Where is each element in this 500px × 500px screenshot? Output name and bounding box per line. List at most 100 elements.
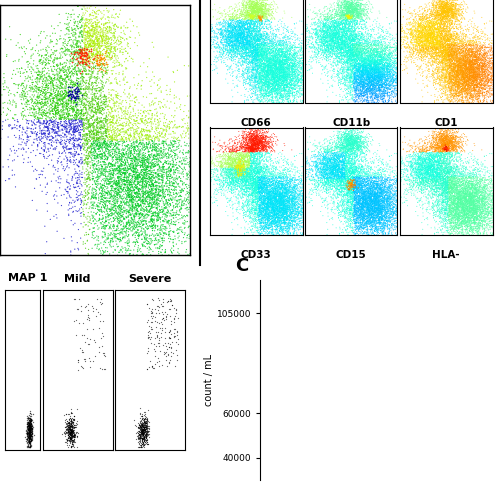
Point — [457, 164, 465, 172]
Point — [422, 36, 430, 44]
Point — [318, 24, 326, 32]
Point — [26, 425, 34, 433]
Point — [476, 210, 484, 218]
Point — [459, 74, 467, 82]
Point — [268, 72, 276, 80]
Point — [263, 180, 271, 188]
Point — [256, 97, 264, 105]
Point — [372, 205, 380, 213]
Point — [442, 44, 450, 52]
Point — [284, 195, 292, 203]
Point — [180, 156, 188, 164]
Point — [78, 119, 86, 127]
Point — [282, 202, 290, 209]
Point — [378, 209, 386, 217]
Point — [166, 160, 174, 168]
Point — [367, 170, 375, 178]
Point — [452, 202, 460, 210]
Point — [228, 190, 235, 198]
Point — [112, 192, 120, 200]
Point — [358, 68, 366, 76]
Point — [141, 268, 149, 276]
Point — [230, 30, 238, 38]
Point — [276, 84, 284, 92]
Point — [356, 214, 364, 222]
Point — [469, 204, 477, 212]
Point — [352, 84, 360, 92]
Point — [478, 222, 486, 230]
Point — [76, 74, 84, 82]
Point — [328, 170, 336, 178]
Point — [451, 86, 459, 94]
Point — [440, 41, 448, 49]
Point — [245, 206, 253, 214]
Point — [118, 62, 126, 70]
Point — [264, 33, 272, 41]
Point — [254, 40, 262, 48]
Point — [420, 166, 428, 174]
Point — [432, 86, 440, 94]
Point — [426, 182, 434, 190]
Point — [347, 162, 355, 170]
Point — [112, 132, 120, 140]
Point — [128, 180, 136, 188]
Point — [277, 203, 285, 211]
Point — [488, 52, 496, 60]
Point — [108, 182, 116, 190]
Point — [380, 175, 388, 183]
Point — [246, 36, 254, 44]
Point — [426, 34, 434, 42]
Point — [390, 67, 398, 75]
Point — [290, 199, 298, 207]
Point — [474, 28, 482, 36]
Point — [440, 137, 448, 145]
Point — [233, 144, 241, 152]
Point — [330, 22, 338, 30]
Point — [72, 418, 80, 426]
Point — [294, 72, 302, 80]
Point — [119, 170, 127, 177]
Point — [362, 201, 370, 209]
Point — [354, 174, 362, 182]
Point — [492, 202, 500, 210]
Point — [276, 70, 283, 78]
Point — [346, 171, 354, 179]
Point — [279, 210, 287, 218]
Point — [428, 47, 436, 55]
Point — [242, 35, 250, 43]
Point — [450, 210, 458, 218]
Point — [81, 137, 89, 145]
Point — [263, 34, 271, 42]
Point — [358, 68, 366, 76]
Point — [430, 2, 438, 10]
Point — [360, 230, 368, 237]
Point — [266, 200, 274, 208]
Point — [261, 42, 269, 50]
Point — [354, 193, 362, 201]
Point — [384, 90, 392, 98]
Point — [264, 216, 272, 224]
Point — [464, 136, 471, 143]
Point — [262, 82, 270, 90]
Point — [294, 67, 302, 75]
Point — [254, 154, 262, 162]
Point — [409, 176, 417, 184]
Point — [276, 86, 283, 94]
Point — [324, 41, 332, 49]
Point — [354, 224, 362, 232]
Point — [418, 174, 426, 182]
Point — [138, 430, 146, 438]
Point — [364, 70, 372, 78]
Point — [264, 211, 272, 219]
Point — [124, 224, 132, 232]
Point — [452, 62, 460, 70]
Point — [463, 204, 471, 212]
Point — [450, 200, 458, 207]
Point — [432, 17, 440, 25]
Point — [342, 175, 350, 183]
Point — [104, 23, 112, 31]
Point — [44, 82, 52, 90]
Point — [299, 201, 307, 209]
Point — [272, 82, 280, 90]
Point — [254, 42, 262, 50]
